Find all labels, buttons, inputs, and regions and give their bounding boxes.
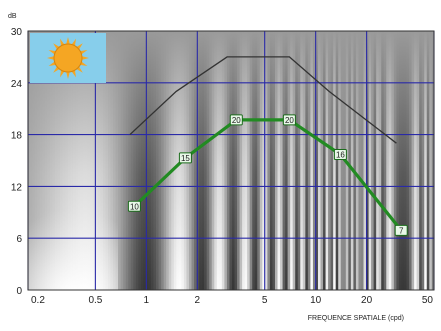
- sun-disc: [53, 43, 83, 73]
- x-tick-label: 20: [361, 295, 373, 306]
- grating-stripe: [22, 31, 25, 290]
- reference-curve-line: [129, 56, 397, 144]
- x-tick-label: 1: [144, 295, 150, 306]
- y-tick-label: 6: [16, 234, 22, 245]
- y-tick-label: 0: [16, 286, 22, 297]
- x-tick-label: 0.2: [31, 295, 45, 306]
- grating-stripe: [25, 31, 28, 290]
- data-point-label: 16: [336, 151, 345, 160]
- x-tick-label: 0.5: [88, 295, 102, 306]
- data-point-marker: 7: [394, 224, 408, 236]
- x-axis-title: FREQUENCE SPATIALE (cpd): [308, 315, 404, 322]
- y-tick-label: 30: [11, 27, 23, 38]
- data-point-box: [333, 149, 347, 160]
- y-tick-label: 18: [11, 131, 23, 142]
- grating-stripe: [19, 31, 22, 290]
- x-tick-labels: 0.2 0.5 1 2 5 10 20 50: [31, 295, 433, 306]
- grating-stripe: [14, 31, 17, 290]
- data-point-marker: 20: [229, 114, 243, 126]
- sun-icon: [30, 33, 106, 83]
- x-tick-label: 50: [422, 295, 434, 306]
- sun-ray: [47, 55, 56, 61]
- data-point-marker: 10: [127, 200, 141, 212]
- x-tick-label: 5: [262, 295, 268, 306]
- data-point-box: [178, 152, 192, 164]
- grating-stripe: [7, 31, 10, 290]
- sun-ray: [65, 37, 71, 46]
- y-tick-label: 24: [11, 79, 23, 90]
- data-point-marker: 20: [282, 114, 296, 126]
- data-point-marker: 16: [333, 149, 347, 160]
- data-point-marker: 15: [178, 152, 192, 164]
- y-tick-labels: 0 6 12 18 24 30: [11, 27, 23, 297]
- data-point-label: 10: [130, 202, 139, 211]
- y-tick-label: 12: [11, 182, 23, 193]
- grating-stripe: [17, 31, 20, 290]
- data-series: 10 15 20 20 16 7: [127, 56, 408, 236]
- grating-stripe: [12, 31, 15, 290]
- data-point-label: 20: [285, 116, 294, 125]
- data-point-label: 7: [399, 226, 404, 235]
- sensitivity-curve-line: [133, 118, 403, 232]
- grating-stripe: [9, 31, 12, 290]
- y-axis-title: dB: [8, 13, 17, 20]
- sun-ray: [65, 70, 71, 79]
- sun-ray: [80, 55, 89, 61]
- data-point-label: 20: [232, 116, 241, 125]
- plot-frame: [27, 30, 435, 291]
- data-point-label: 15: [181, 154, 190, 163]
- x-tick-label: 10: [310, 295, 322, 306]
- data-point-box: [282, 114, 296, 126]
- data-point-box: [229, 114, 243, 126]
- data-point-box: [394, 224, 408, 236]
- x-tick-label: 2: [195, 295, 201, 306]
- data-point-box: [127, 200, 141, 212]
